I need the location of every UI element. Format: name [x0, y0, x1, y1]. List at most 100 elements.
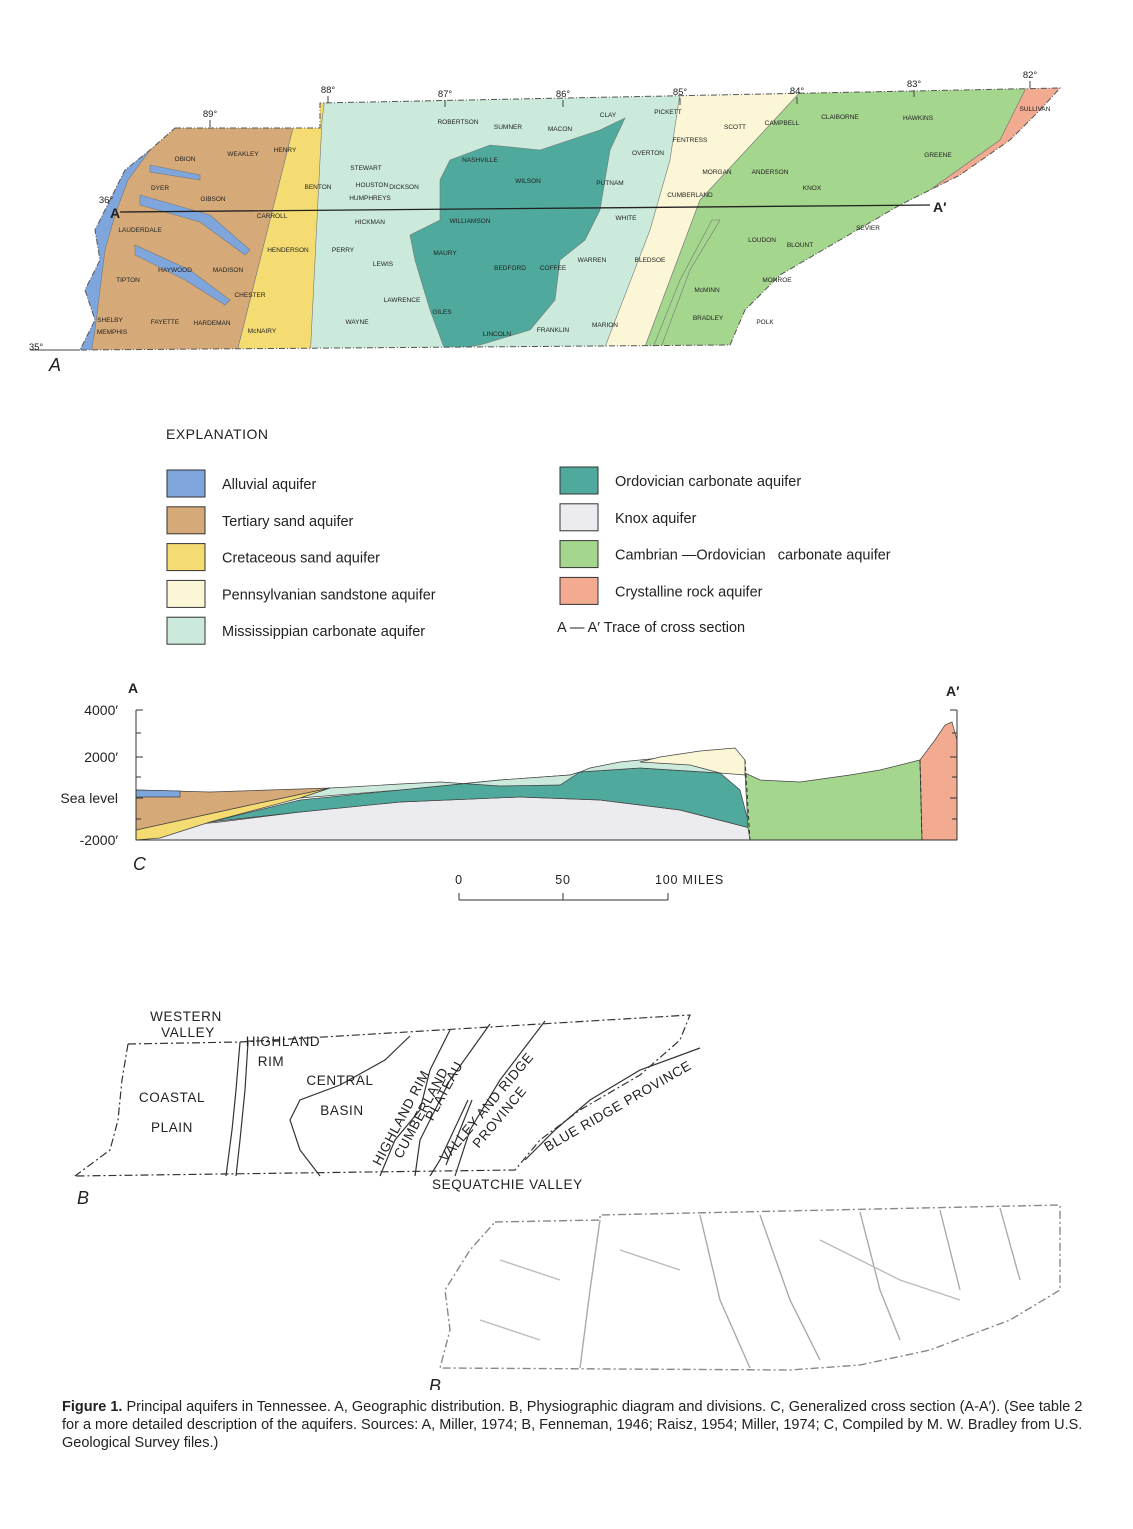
longitude-label: 88° [321, 85, 336, 96]
place-label: WILLIAMSON [450, 218, 491, 225]
trace-label: A — A′ Trace of cross section [557, 620, 745, 636]
legend-label: Cretaceous sand aquifer [222, 551, 380, 567]
place-label: WHITE [616, 215, 638, 222]
fault [919, 759, 923, 841]
longitude-label: 89° [203, 109, 218, 120]
place-label: CUMBERLAND [667, 192, 713, 199]
place-label: BENTON [305, 184, 332, 191]
place-label: GIBSON [200, 196, 226, 203]
place-label: CLAY [600, 112, 617, 119]
caption: Figure 1. Principal aquifers in Tennesse… [62, 1398, 1097, 1452]
legend-swatch [559, 576, 599, 605]
place-label: LEWIS [373, 261, 394, 268]
elevation-label: 2000′ [84, 749, 118, 765]
place-label: WARREN [578, 257, 607, 264]
legend-label: Pennsylvanian sandstone aquifer [222, 587, 436, 603]
place-label: MONROE [762, 277, 792, 284]
division-label: PLAIN [151, 1120, 193, 1135]
place-label: FAYETTE [151, 319, 180, 326]
section-line [119, 204, 931, 213]
place-label: CLAIBORNE [821, 114, 859, 121]
place-label: BLOUNT [787, 242, 813, 249]
place-label: SEVIER [856, 225, 880, 232]
place-label: STEWART [350, 165, 381, 172]
legend-label: Knox aquifer [615, 511, 697, 527]
place-label: PUTNAM [596, 180, 623, 187]
place-label: POLK [756, 319, 774, 326]
legend-label: Cambrian —Ordovician carbonate aquifer [615, 548, 891, 564]
longitude-label: 82° [1023, 70, 1038, 81]
place-label: HOUSTON [356, 182, 389, 189]
scale-label: 50 [555, 873, 571, 887]
place-label: WAYNE [345, 319, 369, 326]
legend-swatch [166, 616, 206, 645]
division-label: VALLEY [161, 1025, 215, 1040]
longitude-label: 86° [556, 89, 571, 100]
place-label: DICKSON [389, 184, 419, 191]
place-label: OVERTON [632, 150, 664, 157]
division-label: BASIN [320, 1103, 364, 1118]
division-label: WESTERN [150, 1009, 222, 1024]
place-label: CAMPBELL [765, 120, 800, 127]
legend-swatch [559, 503, 599, 532]
legend-swatch [166, 543, 206, 572]
legend-swatch [166, 469, 206, 498]
scale-label: 0 [455, 873, 463, 887]
cambrian-ordovician-layer [744, 759, 923, 841]
section-start: A [128, 680, 138, 696]
crystalline-layer [919, 721, 958, 841]
relief-map [439, 1204, 1061, 1371]
place-label: ANDERSON [752, 169, 789, 176]
place-label: MADISON [213, 267, 244, 274]
place-label: LINCOLN [483, 331, 511, 338]
section-start: A [110, 205, 120, 221]
pennsylvanian-area [599, 88, 831, 350]
division-label: HIGHLAND [246, 1034, 321, 1049]
place-label: GILES [432, 309, 452, 316]
mississippian-layer [299, 752, 746, 799]
place-label: SULLIVAN [1020, 106, 1051, 113]
longitude-label: 84° [790, 86, 805, 97]
place-label: MORGAN [702, 169, 732, 176]
place-label: MAURY [433, 250, 457, 257]
elevation-label: -2000′ [80, 832, 119, 848]
place-label: WILSON [515, 178, 541, 185]
place-label: BLEDSOE [635, 257, 666, 264]
elevation-label: Sea level [60, 790, 118, 806]
legend-swatch [559, 466, 599, 495]
place-label: HENRY [274, 147, 297, 154]
place-label: OBION [175, 156, 196, 163]
place-label: PICKETT [654, 109, 681, 116]
division-label: COASTAL [139, 1090, 205, 1105]
longitude-label: 85° [673, 87, 688, 98]
place-label: HENDERSON [267, 247, 309, 254]
legend-label: Alluvial aquifer [222, 477, 316, 493]
place-label: LAWRENCE [384, 297, 421, 304]
panel-label: C [133, 854, 147, 874]
latitude-label: 35° [29, 342, 44, 353]
place-label: ROBERTSON [437, 119, 478, 126]
longitude-label: 87° [438, 89, 453, 100]
caption-label: Figure 1. [62, 1399, 123, 1415]
cross-section [135, 710, 958, 901]
place-label: FENTRESS [673, 137, 708, 144]
division-label: BLUE RIDGE PROVINCE [541, 1058, 694, 1155]
place-label: HARDEMAN [193, 320, 231, 327]
place-label: COFFEE [540, 265, 567, 272]
alluvial-layer [135, 789, 181, 798]
scale-label: 100 MILES [655, 873, 724, 887]
elevation-label: 4000′ [84, 702, 118, 718]
place-label: MEMPHIS [97, 329, 128, 336]
place-label: WEAKLEY [227, 151, 259, 158]
place-label: GREENE [924, 152, 952, 159]
place-label: McMINN [694, 287, 720, 294]
longitude-label: 83° [907, 79, 922, 90]
place-label: HICKMAN [355, 219, 385, 226]
legend-label: Crystalline rock aquifer [615, 584, 763, 600]
sequatchie-area [651, 219, 721, 350]
place-label: FRANKLIN [537, 327, 569, 334]
legend-label: Tertiary sand aquifer [222, 514, 354, 530]
place-label: SCOTT [724, 124, 746, 131]
section-end: A′ [946, 683, 960, 699]
place-label: NASHVILLE [462, 157, 498, 164]
